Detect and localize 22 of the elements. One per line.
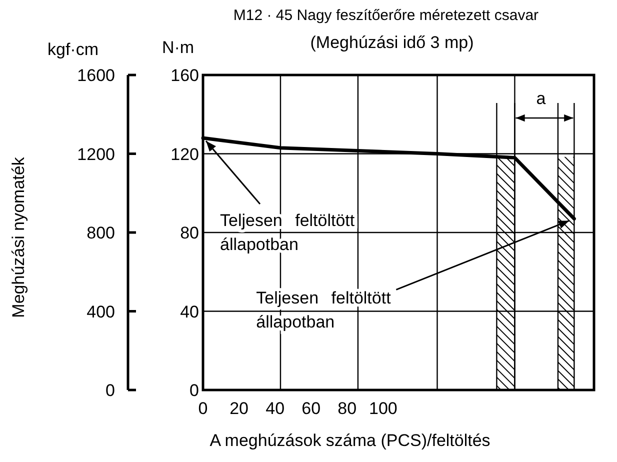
y-tick-label: 120 (170, 144, 199, 164)
x-tick-label: 40 (266, 399, 285, 418)
y2-tick-label: 1600 (77, 66, 115, 85)
x-tick-label: 20 (230, 399, 248, 418)
y-tick-label: 160 (170, 66, 199, 85)
x-tick-label: 60 (302, 399, 321, 418)
y2-axis-title: kgf·cm (48, 40, 98, 59)
y-tick-label: 80 (180, 224, 199, 242)
text: Meghúzási nyomaték (9, 156, 28, 318)
chart-title: M12 · 45 Nagy feszítőerőre méretezett csavar (233, 7, 539, 24)
x-tick-label: 80 (338, 399, 357, 418)
annotation: a (536, 89, 546, 108)
y2-tick-label: 1200 (77, 144, 115, 164)
y-tick-label: 40 (180, 302, 199, 322)
y2-tick-label: 400 (86, 302, 115, 322)
y-tick-label: 0 (190, 381, 199, 400)
y2-tick-label: 0 (106, 381, 115, 400)
chart-subtitle: (Meghúzási idő 3 mp) (310, 33, 474, 52)
x-tick-label: 100 (368, 399, 398, 418)
y2-tick-label: 800 (86, 224, 115, 242)
y-axis-title: N·m (162, 38, 194, 57)
x-axis-title: A meghúzások száma (PCS)/feltöltés (210, 431, 490, 450)
